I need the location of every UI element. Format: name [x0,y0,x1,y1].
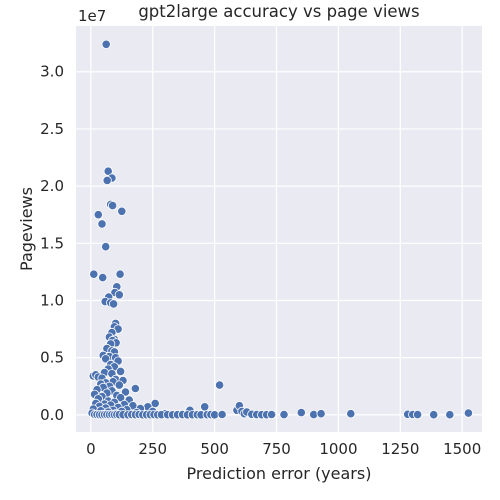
x-tick-label: 250 [138,440,167,458]
scatter-point [97,219,107,229]
scatter-point [279,409,289,420]
scatter-point [117,206,127,216]
y-tick-label: 1.0 [40,291,64,309]
scatter-point [116,366,126,376]
scatter-point [316,409,326,419]
x-tick-label: 750 [262,440,291,458]
scatter-point [102,175,112,185]
scatter-point [115,269,125,279]
scatter-point [215,380,225,390]
scatter-point [412,409,423,420]
scatter-point [98,272,108,283]
scatter-point [108,201,118,211]
x-axis-ticks: 0 250 500 750 1000 1250 1500 [86,440,481,458]
scatter-point [346,409,356,419]
scatter-point [101,39,111,49]
x-tick-label: 1000 [319,440,357,458]
scatter-point [89,269,99,279]
scatter-point [114,290,124,300]
scatter-point [200,402,210,412]
y-tick-label: 0.5 [40,349,64,367]
scatter-point [445,410,455,420]
scatter-point [429,410,439,420]
data-points [87,39,473,420]
scatter-point [266,409,277,420]
y-axis-ticks: 0.0 0.5 1.0 1.5 2.0 2.5 3.0 [40,63,64,424]
y-tick-label: 2.0 [40,177,64,195]
y-tick-label: 2.5 [40,120,64,138]
scatter-point [217,409,227,420]
y-offset-label: 1e7 [78,7,106,25]
plot-area [76,26,482,432]
x-tick-label: 0 [86,440,96,458]
chart-title: gpt2large accuracy vs page views [138,2,419,21]
scatter-point [101,242,111,252]
y-tick-label: 3.0 [40,63,64,81]
y-tick-label: 1.5 [40,234,64,252]
scatter-point [130,383,140,394]
x-axis-label: Prediction error (years) [187,464,372,483]
scatter-point [109,299,119,309]
y-tick-label: 0.0 [40,406,64,424]
x-tick-label: 1500 [443,440,481,458]
x-tick-label: 1250 [381,440,419,458]
scatter-point [101,354,111,364]
x-tick-label: 500 [200,440,229,458]
scatter-point [93,210,103,220]
scatter-point [114,380,124,390]
scatter-point [463,408,473,418]
gridlines [76,26,482,432]
scatter-point [296,407,306,418]
y-axis-label: Pageviews [17,187,36,271]
